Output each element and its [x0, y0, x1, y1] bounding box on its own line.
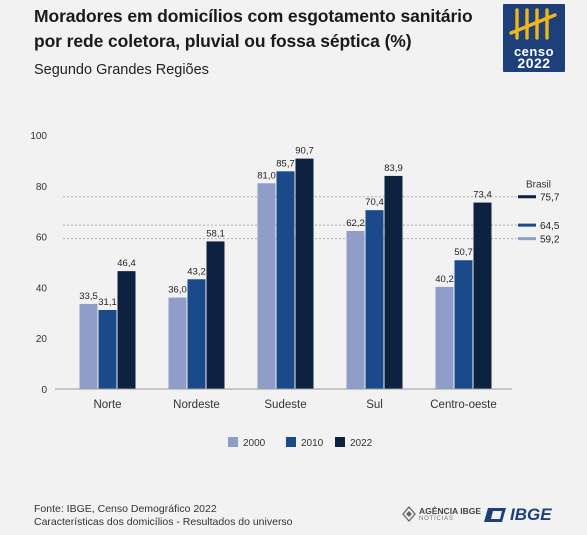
reference-value-label: 59,2 [540, 235, 560, 246]
tally-marks-icon [509, 8, 557, 40]
bar-2000 [257, 183, 276, 389]
y-tick-label: 80 [36, 182, 48, 193]
y-tick-label: 60 [36, 233, 48, 244]
bar-2010 [365, 210, 384, 389]
title-line-1: Moradores em domicílios com esgotamento … [34, 6, 473, 26]
y-tick-label: 0 [41, 385, 47, 396]
legend-swatch-2010 [286, 437, 296, 447]
bar-value-label: 70,4 [365, 197, 384, 208]
chart-subtitle: Segundo Grandes Regiões [34, 62, 209, 78]
bar-value-label: 31,1 [98, 297, 117, 308]
x-category-label: Centro-oeste [430, 399, 496, 411]
reference-title: Brasil [526, 180, 551, 191]
x-category-label: Norte [93, 399, 121, 411]
y-tick-label: 20 [36, 334, 48, 345]
legend-label: 2000 [243, 438, 266, 449]
x-category-label: Nordeste [173, 399, 220, 411]
censo-2022-logo: censo 2022 [503, 4, 565, 72]
bar-2022 [206, 241, 225, 389]
bar-value-label: 58,1 [206, 228, 225, 239]
legend-swatch-2022 [335, 437, 345, 447]
bar-value-label: 43,2 [187, 266, 206, 277]
bar-value-label: 40,2 [435, 274, 454, 285]
bar-chart: 0 20 40 60 80 100 75,7 64,5 59,2 Brasil 33,531,1 46… [30, 131, 560, 449]
source-line-1: Fonte: IBGE, Censo Demográfico 2022 [34, 503, 217, 515]
bar-2010 [98, 310, 117, 389]
bar-2022 [117, 271, 136, 389]
source-note: Fonte: IBGE, Censo Demográfico 2022 Cara… [34, 503, 293, 529]
legend-swatch-2000 [228, 437, 238, 447]
bar-value-label: 90,7 [295, 146, 314, 157]
legend-label: 2022 [350, 438, 373, 449]
bar-2022 [295, 158, 314, 389]
ibge-text: IBGE [510, 505, 552, 524]
bar-value-label: 62,2 [346, 218, 365, 229]
bar-value-label: 36,0 [168, 285, 187, 296]
title-line-2: por rede coletora, pluvial ou fossa sépt… [34, 31, 412, 51]
bar-value-label: 46,4 [117, 258, 136, 269]
agencia-emblem-icon [402, 506, 416, 522]
legend-label: 2010 [301, 438, 324, 449]
bar-value-label: 50,7 [454, 247, 473, 258]
agencia-text: AGÊNCIA IBGE [419, 505, 482, 516]
bar-value-label: 73,4 [473, 190, 492, 201]
bar-2000 [168, 297, 187, 389]
logo-text-censo: censo [513, 44, 555, 59]
bar-value-label: 83,9 [384, 163, 403, 174]
source-line-2: Características dos domicílios - Resulta… [34, 516, 293, 528]
reference-value-label: 64,5 [540, 221, 560, 232]
bar-2000 [79, 303, 98, 389]
bar-2000 [346, 231, 365, 389]
bar-value-label: 33,5 [79, 291, 98, 302]
reference-value-label: 75,7 [540, 193, 560, 204]
y-tick-label: 40 [36, 283, 48, 294]
bar-value-label: 85,7 [276, 158, 295, 169]
chart-title: Moradores em domicílios com esgotamento … [34, 4, 474, 54]
x-category-label: Sudeste [264, 399, 306, 411]
agencia-ibge-logo: AGÊNCIA IBGE NOTÍCIAS [402, 506, 481, 522]
bar-2010 [454, 260, 473, 389]
bar-value-label: 81,0 [257, 170, 276, 181]
agencia-subtext: NOTÍCIAS [419, 515, 454, 522]
ibge-emblem-icon [484, 508, 506, 522]
bar-2010 [187, 279, 206, 389]
x-category-label: Sul [366, 399, 383, 411]
bar-2022 [384, 175, 403, 389]
logo-text-year: 2022 [517, 55, 551, 71]
bar-2000 [435, 286, 454, 389]
bar-2010 [276, 171, 295, 389]
bar-2022 [473, 202, 492, 389]
y-tick-label: 100 [30, 131, 47, 142]
ibge-logo: IBGE [484, 505, 552, 525]
